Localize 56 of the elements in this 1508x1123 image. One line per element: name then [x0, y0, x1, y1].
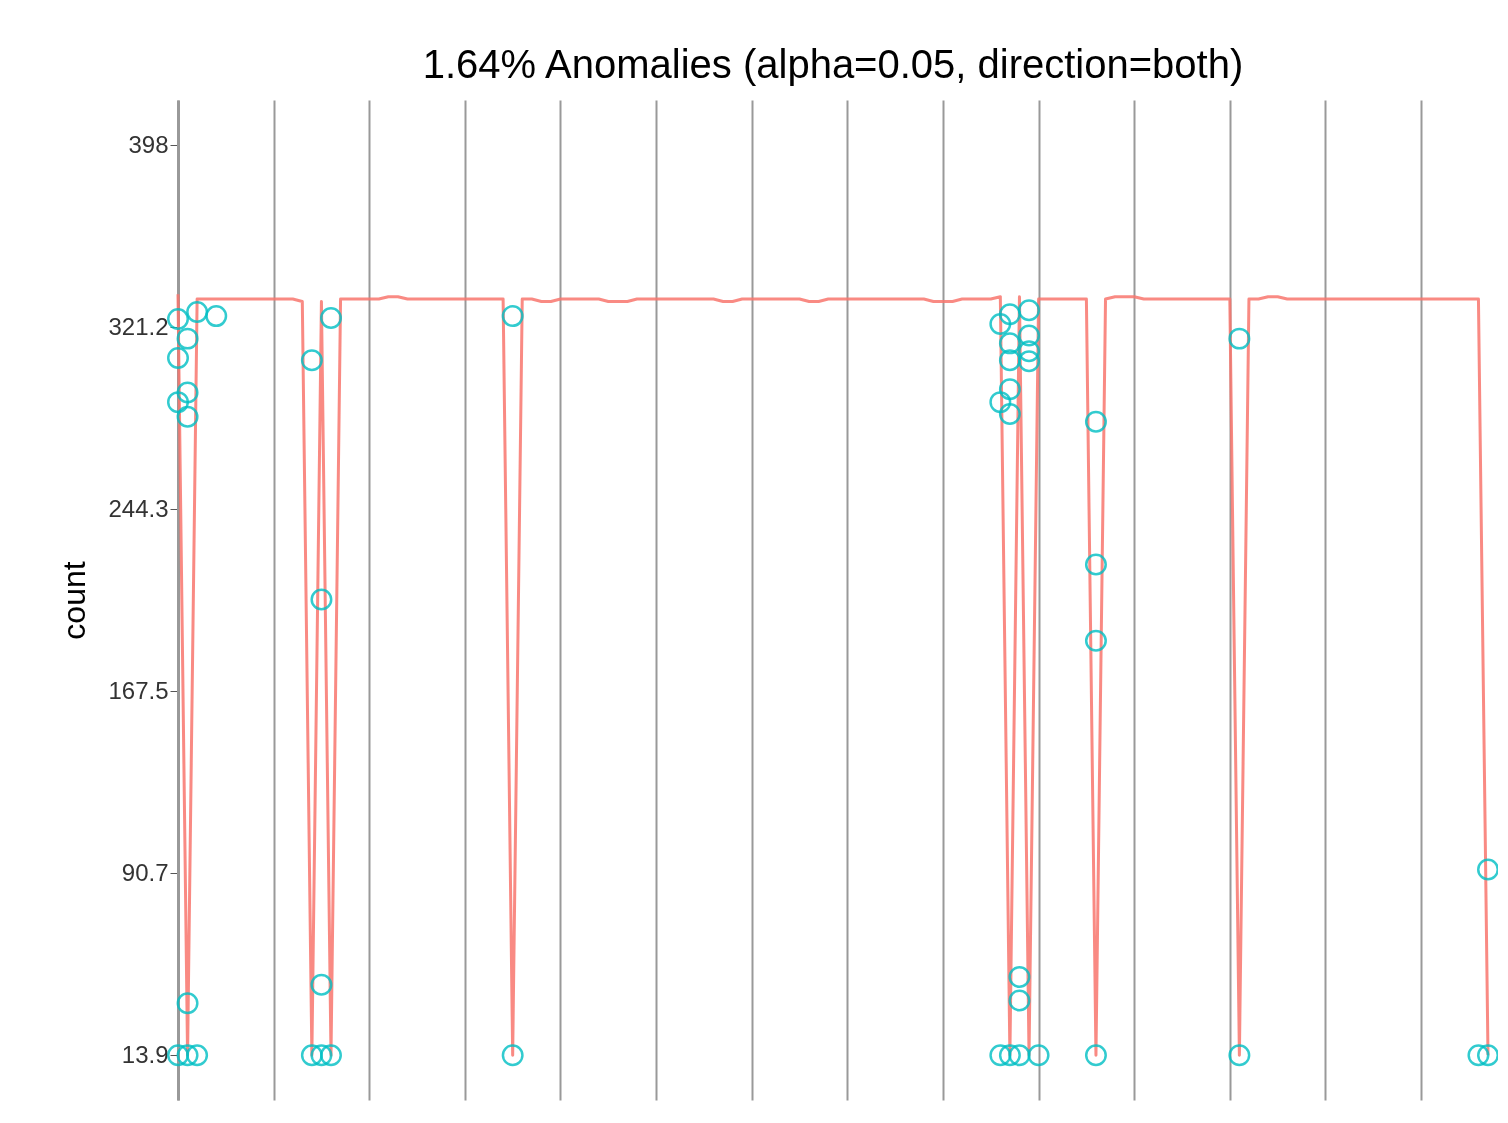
point — [1228, 327, 1251, 350]
point — [998, 349, 1021, 372]
y-tick-label: 167.5 — [108, 676, 169, 704]
point — [501, 1044, 524, 1067]
point — [998, 303, 1021, 326]
point — [176, 1044, 199, 1067]
point — [998, 1044, 1021, 1067]
point — [1018, 350, 1041, 373]
point — [167, 347, 189, 370]
point — [320, 1044, 342, 1067]
point — [998, 332, 1021, 355]
point — [167, 1044, 189, 1067]
point — [320, 307, 342, 329]
point — [205, 305, 228, 328]
point — [1018, 324, 1041, 347]
point — [1477, 1044, 1498, 1067]
point — [1228, 1044, 1251, 1067]
point — [1084, 553, 1107, 576]
y-tick-label: 90.7 — [121, 858, 169, 886]
y-tick-label: 13.9 — [121, 1040, 169, 1068]
point — [1018, 299, 1041, 322]
point — [989, 391, 1012, 414]
point — [300, 1044, 323, 1067]
point — [167, 307, 189, 330]
point — [176, 381, 199, 404]
point — [300, 349, 323, 372]
chart-title: 1.64% Anomalies (alpha=0.05, direction=both) — [422, 42, 1244, 86]
y-tick-label: 321.2 — [108, 312, 169, 340]
point — [1084, 410, 1107, 433]
point — [167, 391, 189, 414]
point — [310, 588, 333, 611]
point — [1008, 1044, 1031, 1067]
point — [186, 301, 209, 324]
point — [310, 1044, 333, 1067]
point — [310, 973, 333, 996]
point — [1008, 966, 1031, 988]
point — [1084, 1044, 1107, 1067]
point — [1467, 1044, 1490, 1067]
point — [1008, 989, 1031, 1012]
y-tick-label: 244.3 — [108, 494, 169, 522]
line-series — [176, 292, 1490, 1057]
point — [176, 327, 199, 350]
point — [1018, 340, 1041, 363]
point — [989, 1044, 1012, 1067]
point — [501, 305, 524, 328]
y-tick-label: 398 — [128, 130, 169, 158]
point — [176, 992, 199, 1015]
y-axis-title: count — [56, 561, 93, 640]
point — [186, 1044, 209, 1067]
point — [998, 403, 1021, 425]
point — [989, 312, 1012, 335]
point — [1027, 1044, 1050, 1067]
point — [1084, 629, 1107, 652]
point — [1477, 858, 1498, 881]
point — [998, 378, 1021, 401]
point — [176, 405, 199, 428]
